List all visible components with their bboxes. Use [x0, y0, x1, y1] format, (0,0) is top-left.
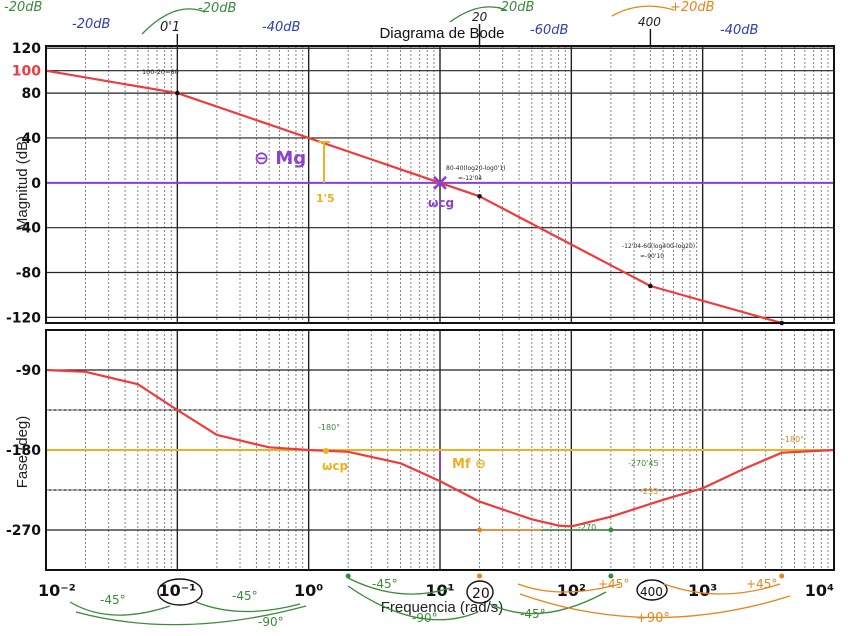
top-slope-note: -20dB — [72, 17, 110, 32]
bottom-phase-note: -45° — [372, 577, 398, 591]
corner-circle — [636, 579, 668, 601]
bottom-corner-label: 20 — [472, 586, 490, 602]
bottom-phase-arrow — [517, 583, 621, 593]
phase-note: -270 — [578, 523, 596, 532]
magnitude-tick-label: 80 — [22, 86, 42, 102]
magnitude-y-label: Magnitud (dB) — [14, 136, 31, 230]
x-tick-label: 10³ — [688, 581, 717, 600]
phase-break-dot — [477, 527, 483, 533]
x-tick-label: 10⁰ — [294, 581, 323, 600]
magnitude-tick-label: 40 — [22, 131, 42, 147]
handwritten-annotations: -20dB-20dB 0'1-20dB-40dB20-20dB-60dB400+2… — [4, 0, 804, 629]
top-slope-note: -40dB — [720, 23, 758, 38]
magnitude-frame — [45, 45, 835, 324]
phase-note: -270'45 — [628, 459, 659, 468]
x-tick-label: 10⁻² — [38, 581, 76, 600]
top-slope-note: -20dB — [496, 0, 534, 15]
plot-frames — [45, 45, 835, 571]
bottom-phase-arrow — [519, 593, 791, 619]
magnitude-tick-label: -120 — [6, 310, 41, 326]
bottom-phase-arrow — [347, 585, 479, 621]
crossover-marker — [433, 175, 447, 190]
phase-y-label: Fase (deg) — [14, 416, 31, 489]
corner-circle — [466, 580, 494, 604]
magnitude-tick-label: 0 — [31, 176, 41, 192]
magnitude-point — [175, 90, 180, 96]
phase-curve — [45, 368, 835, 528]
phase-tick-label: -90 — [16, 363, 42, 379]
corner-circle — [157, 578, 203, 606]
phase-note: ωcp — [322, 459, 349, 473]
magnitude-note: 100-20=80 — [142, 68, 179, 76]
magnitude-tick-label: 120 — [12, 41, 41, 57]
bottom-phase-arrow — [489, 591, 607, 615]
phase-tick-label: -270 — [6, 523, 41, 539]
bottom-phase-note: -45° — [100, 593, 126, 607]
phase-frame — [45, 329, 835, 571]
magnitude-point — [648, 283, 653, 289]
bottom-phase-note: -90° — [412, 611, 438, 625]
phase-note: -180° — [782, 435, 804, 444]
top-slope-note: 400 — [638, 15, 661, 29]
top-slope-arrow — [141, 8, 206, 35]
crossover-label: ωcg — [428, 196, 454, 210]
magnitude-note: =-90'10 — [640, 253, 664, 260]
bottom-break-dot — [477, 573, 483, 579]
bottom-phase-note: +90° — [636, 611, 670, 626]
bottom-phase-note: -45° — [232, 589, 258, 603]
bottom-phase-arrow — [69, 601, 171, 616]
top-slope-note: +20dB — [670, 0, 715, 15]
bottom-phase-arrow — [663, 583, 781, 595]
bottom-break-dot — [345, 573, 351, 579]
magnitude-tick-label: -40 — [16, 221, 42, 237]
bottom-break-dot — [608, 573, 614, 579]
phase-note: -180° — [318, 423, 340, 432]
magnitude-note: =-12'04 — [458, 175, 482, 182]
bottom-phase-arrow — [347, 577, 451, 595]
bottom-phase-note: -90° — [258, 615, 284, 629]
phase-margin-label: Mf ⊖ — [452, 457, 486, 472]
bottom-phase-arrow — [75, 605, 307, 626]
magnitude-note: -12'04-60(log400-log20) — [622, 243, 695, 250]
x-axis-label: Frequencia (rad/s) — [381, 599, 504, 616]
top-slope-note: 0'1 — [160, 20, 180, 35]
bottom-phase-arrow — [195, 601, 301, 613]
magnitude-tick-label: -80 — [16, 266, 42, 282]
bottom-phase-note: +45° — [598, 577, 629, 591]
phase-note: -255 — [640, 487, 658, 496]
top-slope-note: 20 — [472, 10, 488, 24]
top-slope-arrow — [611, 5, 675, 17]
top-slope-arrow — [449, 6, 507, 23]
gain-value-label: 1'5 — [316, 192, 335, 205]
magnitude-note: 80-40(log20-log0'1) — [446, 165, 506, 172]
magnitude-tick-label: 100 — [12, 64, 41, 80]
x-tick-label: 10⁴ — [805, 581, 834, 600]
top-slope-note: -20dB — [198, 1, 236, 16]
x-tick-label: 10⁻¹ — [158, 581, 196, 600]
top-slope-note: -40dB — [262, 20, 300, 35]
top-slope-note: -60dB — [530, 23, 568, 38]
top-slope-note: -20dB — [4, 0, 42, 15]
x-tick-label: 10² — [557, 581, 586, 600]
magnitude-point — [477, 193, 482, 199]
phase-break-dot — [608, 527, 614, 533]
phase-tick-label: -180 — [6, 443, 41, 459]
bottom-corner-label: 400 — [640, 585, 663, 599]
phase-crossover-dot — [323, 448, 329, 454]
bottom-break-dot — [779, 573, 785, 579]
gain-margin-label: ⊖ Mg — [254, 148, 306, 169]
chart-title: Diagrama de Bode — [379, 25, 504, 42]
